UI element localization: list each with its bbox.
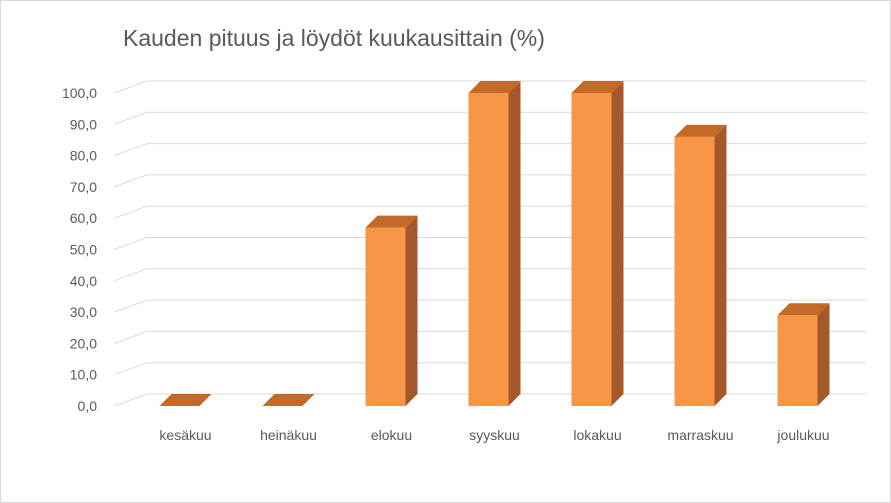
gridline	[113, 330, 866, 344]
bar-side	[405, 215, 418, 406]
bars	[159, 81, 830, 406]
y-tick-label: 90,0	[70, 116, 97, 132]
gridline	[113, 80, 866, 94]
bar-top	[571, 81, 624, 93]
gridline	[113, 268, 866, 282]
bar-top	[262, 394, 315, 406]
bar-top	[777, 303, 830, 316]
y-tick-label: 10,0	[70, 367, 97, 383]
gridline	[113, 362, 866, 376]
bar	[777, 303, 830, 406]
bar	[571, 81, 624, 406]
y-tick-label: 50,0	[70, 242, 97, 258]
bar-front	[365, 227, 406, 406]
y-tick-label: 100,0	[62, 85, 97, 101]
bar-top	[365, 215, 418, 228]
y-axis-ticks: 0,0 10,0 20,0 30,0 40,0 50,0 60,0 70,0 80,0 90,0 1…	[62, 85, 97, 414]
bar-side	[817, 303, 830, 406]
gridline	[113, 393, 866, 407]
x-tick-label: kesäkuu	[159, 427, 211, 443]
gridline	[113, 299, 866, 313]
x-axis-ticks: kesäkuu heinäkuu elokuu syyskuu lokakuu marra…	[159, 427, 829, 443]
x-tick-label: syyskuu	[469, 427, 520, 443]
bar-front	[468, 93, 509, 406]
x-tick-label: joulukuu	[776, 427, 829, 443]
gridline	[113, 174, 866, 188]
bar-top	[159, 394, 212, 406]
x-tick-label: elokuu	[371, 427, 412, 443]
y-tick-label: 80,0	[70, 148, 97, 164]
y-tick-label: 0,0	[78, 398, 98, 414]
bar-side	[714, 124, 727, 406]
y-tick-label: 40,0	[70, 273, 97, 289]
gridlines	[113, 80, 866, 407]
bar-side	[508, 81, 521, 406]
y-tick-label: 70,0	[70, 179, 97, 195]
gridline	[113, 111, 866, 125]
bar-front	[777, 315, 818, 406]
bar	[468, 81, 521, 406]
x-tick-label: heinäkuu	[260, 427, 317, 443]
y-tick-label: 30,0	[70, 304, 97, 320]
bar-side	[611, 81, 624, 406]
gridline	[113, 237, 866, 250]
bar	[159, 394, 212, 406]
bar	[262, 394, 315, 406]
chart-title: Kauden pituus ja löydöt kuukausittain (%…	[123, 25, 545, 51]
x-tick-label: marraskuu	[667, 427, 733, 443]
gridline	[113, 143, 866, 157]
bar-top	[674, 124, 727, 137]
bar	[365, 215, 418, 406]
bar-front	[674, 136, 715, 406]
bar-top	[468, 81, 521, 93]
gridline	[113, 205, 866, 219]
x-tick-label: lokakuu	[573, 427, 621, 443]
y-tick-label: 20,0	[70, 335, 97, 351]
bar-front	[571, 93, 612, 406]
bar	[674, 124, 727, 406]
y-tick-label: 60,0	[70, 210, 97, 226]
